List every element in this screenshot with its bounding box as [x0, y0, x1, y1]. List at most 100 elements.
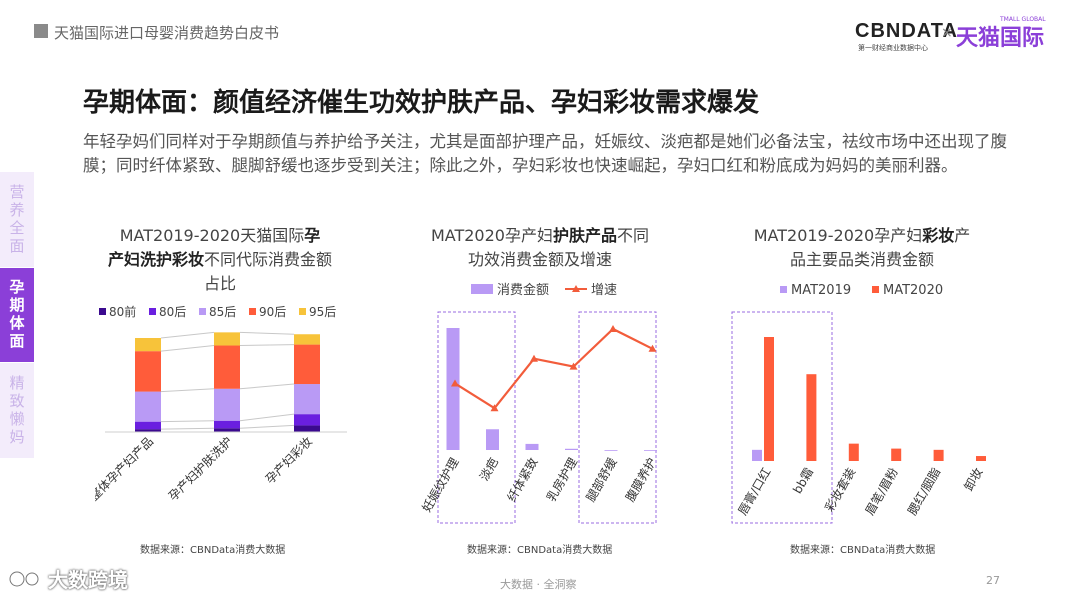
sidebar-item-label: 营养全面	[7, 183, 26, 256]
x-tick-label: 腿部舒缓	[583, 455, 620, 504]
highlight-box	[578, 311, 657, 524]
bar-mat2020	[891, 448, 902, 461]
legend-swatch	[872, 286, 879, 293]
growth-marker	[530, 354, 538, 362]
legend-swatch	[99, 308, 106, 315]
growth-line	[454, 327, 653, 410]
stacked-bar-segment	[135, 391, 161, 422]
page-title: 孕期体面：颜值经济催生功效护肤产品、孕妇彩妆需求爆发	[83, 88, 760, 118]
x-tick-label: 纤体紧致	[504, 456, 540, 505]
stacked-bar-segment	[214, 428, 240, 432]
bar	[446, 328, 460, 450]
stacked-bar-segment	[294, 425, 320, 432]
segment-connector	[239, 383, 295, 390]
chart3-source: 数据来源：CBNData消费大数据	[790, 545, 936, 556]
x-tick-label: 淡疤	[476, 455, 501, 483]
x-tick-label: 眉笔/眉粉	[862, 465, 901, 518]
legend-swatch	[249, 308, 256, 315]
stacked-bar-segment	[135, 338, 161, 352]
legend-swatch	[199, 308, 206, 315]
highlight-box	[731, 311, 833, 524]
legend-label: 90后	[259, 305, 286, 319]
growth-marker	[648, 344, 657, 352]
report-title: 天猫国际进口母婴消费趋势白皮书	[54, 24, 280, 42]
legend-label: 80前	[109, 304, 136, 319]
segment-connector	[160, 388, 215, 393]
legend-swatch	[471, 284, 493, 294]
logo-separator: ×	[941, 25, 953, 41]
legend-label: 增速	[591, 283, 617, 298]
page-number: 27	[986, 574, 1000, 587]
chart3-makeup-category: MAT2019 MAT2020 唇膏/口红 bb霜 彩妆套装 眉笔/眉粉 腮红/胭脂 卸妆	[731, 283, 986, 524]
stacked-bar-segment	[294, 384, 320, 415]
growth-marker	[569, 362, 578, 370]
legend-swatch	[780, 286, 787, 293]
segment-connector	[239, 331, 295, 335]
stacked-bar-segment	[294, 334, 320, 345]
stacked-bar-segment	[135, 351, 161, 392]
x-tick-label: 唇膏/口红	[735, 465, 774, 518]
x-tick-label: 整体孕产妇产品	[95, 434, 156, 504]
page-description: 年轻孕妈们同样对于孕期颜值与养护给予关注，尤其是面部护理产品，妊娠纹、淡疤都是她…	[83, 132, 1007, 175]
sidebar-item-nutrition[interactable]: 营养全面	[0, 172, 34, 267]
tmall-global-logo: 天猫国际	[956, 26, 1045, 51]
x-tick-label: 卸妆	[961, 465, 986, 493]
x-tick-label: 孕产妇彩妆	[263, 434, 315, 486]
legend-label: 消费金额	[497, 282, 549, 298]
growth-marker	[609, 325, 617, 332]
header-square-icon	[34, 24, 48, 38]
stacked-bar-segment	[214, 420, 240, 429]
legend-label: 85后	[209, 305, 236, 319]
stacked-bar-segment	[214, 388, 240, 421]
segment-connector	[239, 424, 295, 429]
x-tick-label: 乳房护理	[543, 455, 580, 504]
x-tick-label: 腹膜养护	[622, 455, 659, 504]
x-tick-label: 孕产妇护肤洗护	[165, 434, 235, 504]
sidebar-item-lazy-mom[interactable]: 精致懒妈	[0, 363, 34, 458]
cbndata-logo-sub: 第一财经商业数据中心	[858, 44, 928, 52]
footer-slogan: 大数据 · 全洞察	[500, 578, 577, 591]
x-tick-label: 彩妆套装	[822, 466, 858, 515]
x-tick-label: 腮红/胭脂	[904, 465, 943, 518]
bar-mat2020	[764, 337, 774, 461]
bar	[644, 450, 657, 451]
segment-connector	[239, 413, 295, 422]
legend-label: 95后	[309, 305, 336, 319]
sidebar-item-label: 孕期体面	[7, 279, 26, 351]
segment-connector	[160, 331, 215, 339]
stacked-bar-segment	[294, 344, 320, 385]
bar-mat2020	[848, 443, 859, 461]
legend-label: MAT2019	[791, 283, 851, 298]
chart2-title: MAT2020孕产妇护肤产品不同 功效消费金额及增速	[430, 226, 650, 269]
segment-connector	[239, 344, 295, 347]
stacked-bar-segment	[214, 332, 240, 346]
legend-swatch	[299, 308, 306, 315]
stacked-bar-segment	[135, 421, 161, 430]
highlight-box	[437, 311, 516, 524]
tmall-global-logo-sup: TMALL GLOBAL	[1000, 16, 1046, 23]
segment-connector	[160, 427, 215, 430]
bar	[604, 450, 618, 451]
bar-mat2020	[976, 456, 986, 461]
chart2-source: 数据来源：CBNData消费大数据	[467, 545, 613, 556]
chart1-title: MAT2019-2020天猫国际孕 产妇洗护彩妆不同代际消费金额 占比	[107, 226, 333, 293]
bar	[565, 448, 578, 450]
segment-connector	[160, 345, 215, 352]
sidebar-item-pregnancy-beauty[interactable]: 孕期体面	[0, 268, 34, 362]
chart3-title: MAT2019-2020孕产妇彩妆产 品主要品类消费金额	[753, 226, 971, 269]
legend-label: 80后	[159, 305, 186, 319]
legend-label: MAT2020	[883, 283, 943, 298]
watermark-text: 大数跨境	[48, 568, 128, 592]
bar	[486, 429, 499, 450]
x-tick-label: 妊娠纹护理	[419, 456, 461, 515]
growth-marker	[451, 379, 459, 387]
bar-mat2019	[752, 449, 762, 461]
bar-mat2020	[933, 449, 944, 461]
growth-marker	[490, 404, 499, 412]
bar	[525, 443, 539, 450]
cbndata-logo: CBNDATA	[855, 20, 958, 42]
watermark-logo-icon	[8, 570, 40, 588]
stacked-bar-segment	[135, 429, 161, 432]
